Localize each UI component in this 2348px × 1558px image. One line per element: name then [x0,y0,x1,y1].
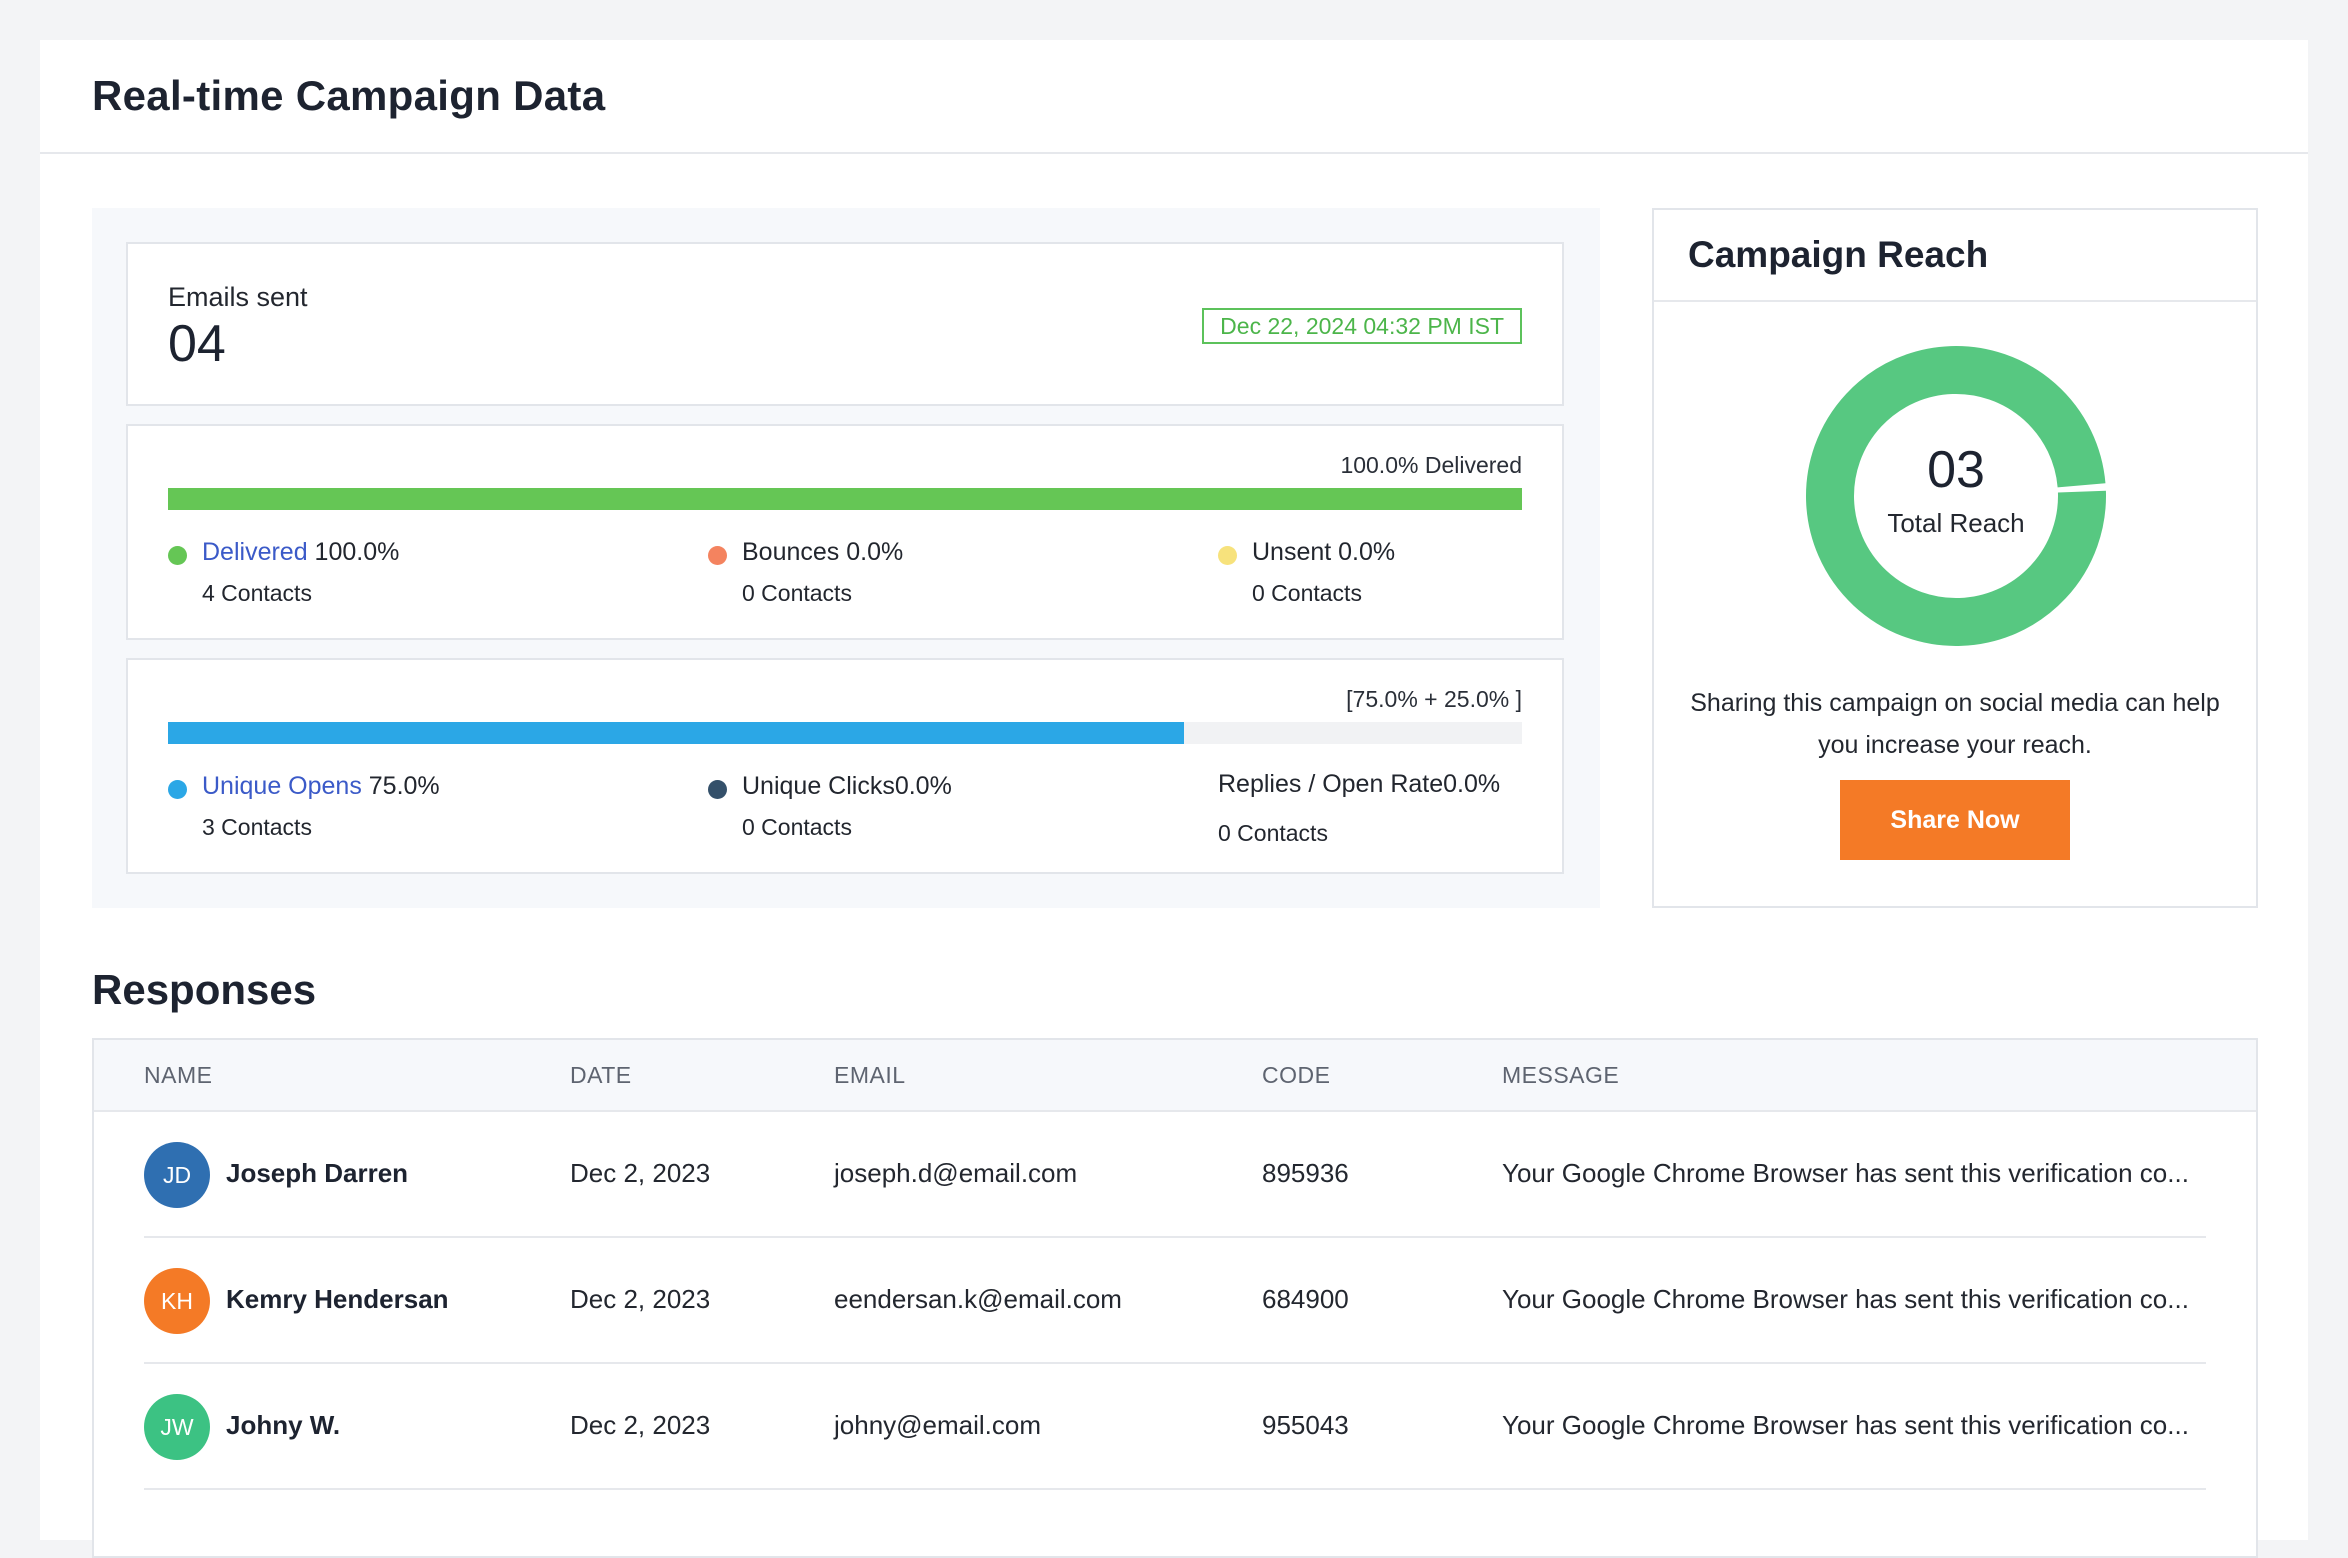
page-header: Real-time Campaign Data [40,40,2308,154]
column-header-code[interactable]: CODE [1262,1062,1331,1088]
unique-opens-percent: 75.0% [361,772,440,800]
bounces-contacts: 0 Contacts [742,580,852,606]
row-date: Dec 2, 2023 [570,1284,711,1314]
sent-timestamp-badge: Dec 22, 2024 04:32 PM IST [1202,308,1522,344]
reach-title: Campaign Reach [1688,234,1989,275]
row-date: Dec 2, 2023 [570,1410,711,1440]
replies-label: Replies / Open Rate0.0% [1218,770,1501,798]
bounces-dot-icon [708,546,727,565]
delivered-link[interactable]: Delivered [202,538,308,566]
page-title: Real-time Campaign Data [92,72,606,119]
table-row[interactable]: KH Kemry Hendersan Dec 2, 2023 eendersan… [144,1238,2206,1364]
row-code: 955043 [1262,1410,1349,1440]
unique-opens-dot-icon [168,780,187,799]
table-row[interactable]: JD Joseph Darren Dec 2, 2023 joseph.d@em… [144,1112,2206,1238]
column-header-name[interactable]: NAME [144,1062,213,1088]
emails-sent-count: 04 [168,315,226,373]
share-now-button[interactable]: Share Now [1840,780,2070,860]
unsent-contacts: 0 Contacts [1252,580,1362,606]
unique-opens-link[interactable]: Unique Opens [202,772,362,800]
unique-clicks-label: Unique Clicks0.0% [742,772,952,800]
unsent-label: Unsent 0.0% [1252,538,1396,566]
row-name: Joseph Darren [226,1158,409,1188]
row-message: Your Google Chrome Browser has sent this… [1502,1410,2189,1440]
row-email: joseph.d@email.com [834,1158,1078,1188]
reach-donut-chart: 03 Total Reach [1804,344,2108,648]
reach-label: Total Reach [1887,508,2025,538]
reach-description: Sharing this campaign on social media ca… [1690,689,2220,759]
table-header: NAME DATE EMAIL CODE MESSAGE [94,1040,2256,1112]
unique-clicks-dot-icon [708,780,727,799]
unique-opens-contacts: 3 Contacts [202,814,312,840]
row-name: Johny W. [226,1410,341,1440]
unsent-dot-icon [1218,546,1237,565]
stats-panel: Emails sent 04 Dec 22, 2024 04:32 PM IST… [92,208,1600,908]
delivery-progress-bar [168,488,1522,510]
avatar: JD [144,1142,210,1208]
row-message: Your Google Chrome Browser has sent this… [1502,1158,2189,1188]
row-name: Kemry Hendersan [226,1284,449,1314]
row-email: eendersan.k@email.com [834,1284,1122,1314]
table-row[interactable]: JW Johny W. Dec 2, 2023 johny@email.com … [144,1364,2206,1490]
delivery-progress-fill [168,488,1522,510]
unique-clicks-contacts: 0 Contacts [742,814,852,840]
column-header-message[interactable]: MESSAGE [1502,1062,1620,1088]
avatar: KH [144,1268,210,1334]
row-email: johny@email.com [834,1410,1042,1440]
reach-value: 03 [1927,441,1985,499]
reach-header: Campaign Reach [1654,210,2256,302]
engagement-caption: [75.0% + 25.0% ] [1346,686,1522,712]
engagement-progress-fill [168,722,1184,744]
delivered-dot-icon [168,546,187,565]
row-message: Your Google Chrome Browser has sent this… [1502,1284,2189,1314]
column-header-email[interactable]: EMAIL [834,1062,906,1088]
campaign-reach-card: Campaign Reach 03 Total Reach Sharing th… [1652,208,2258,908]
avatar: JW [144,1394,210,1460]
engagement-box: [75.0% + 25.0% ] Unique Opens 75.0% 3 Co… [126,658,1564,874]
delivered-contacts: 4 Contacts [202,580,312,606]
emails-sent-label: Emails sent [168,282,308,312]
column-header-date[interactable]: DATE [570,1062,632,1088]
responses-table: NAME DATE EMAIL CODE MESSAGE JD Joseph D… [92,1038,2258,1558]
replies-contacts: 0 Contacts [1218,820,1328,846]
campaign-card: Real-time Campaign Data Emails sent 04 D… [40,40,2308,1558]
responses-title: Responses [92,966,317,1013]
row-code: 895936 [1262,1158,1349,1188]
row-code: 684900 [1262,1284,1349,1314]
emails-sent-box: Emails sent 04 Dec 22, 2024 04:32 PM IST [126,242,1564,406]
delivery-caption: 100.0% Delivered [1340,452,1522,478]
delivered-percent: 100.0% [307,538,400,566]
row-date: Dec 2, 2023 [570,1158,711,1188]
delivery-box: 100.0% Delivered Delivered 100.0% 4 Cont… [126,424,1564,640]
reach-donut-svg [1806,346,2106,646]
reach-ring [1806,346,2106,646]
engagement-progress-bar [168,722,1522,744]
bounces-label: Bounces 0.0% [742,538,904,566]
